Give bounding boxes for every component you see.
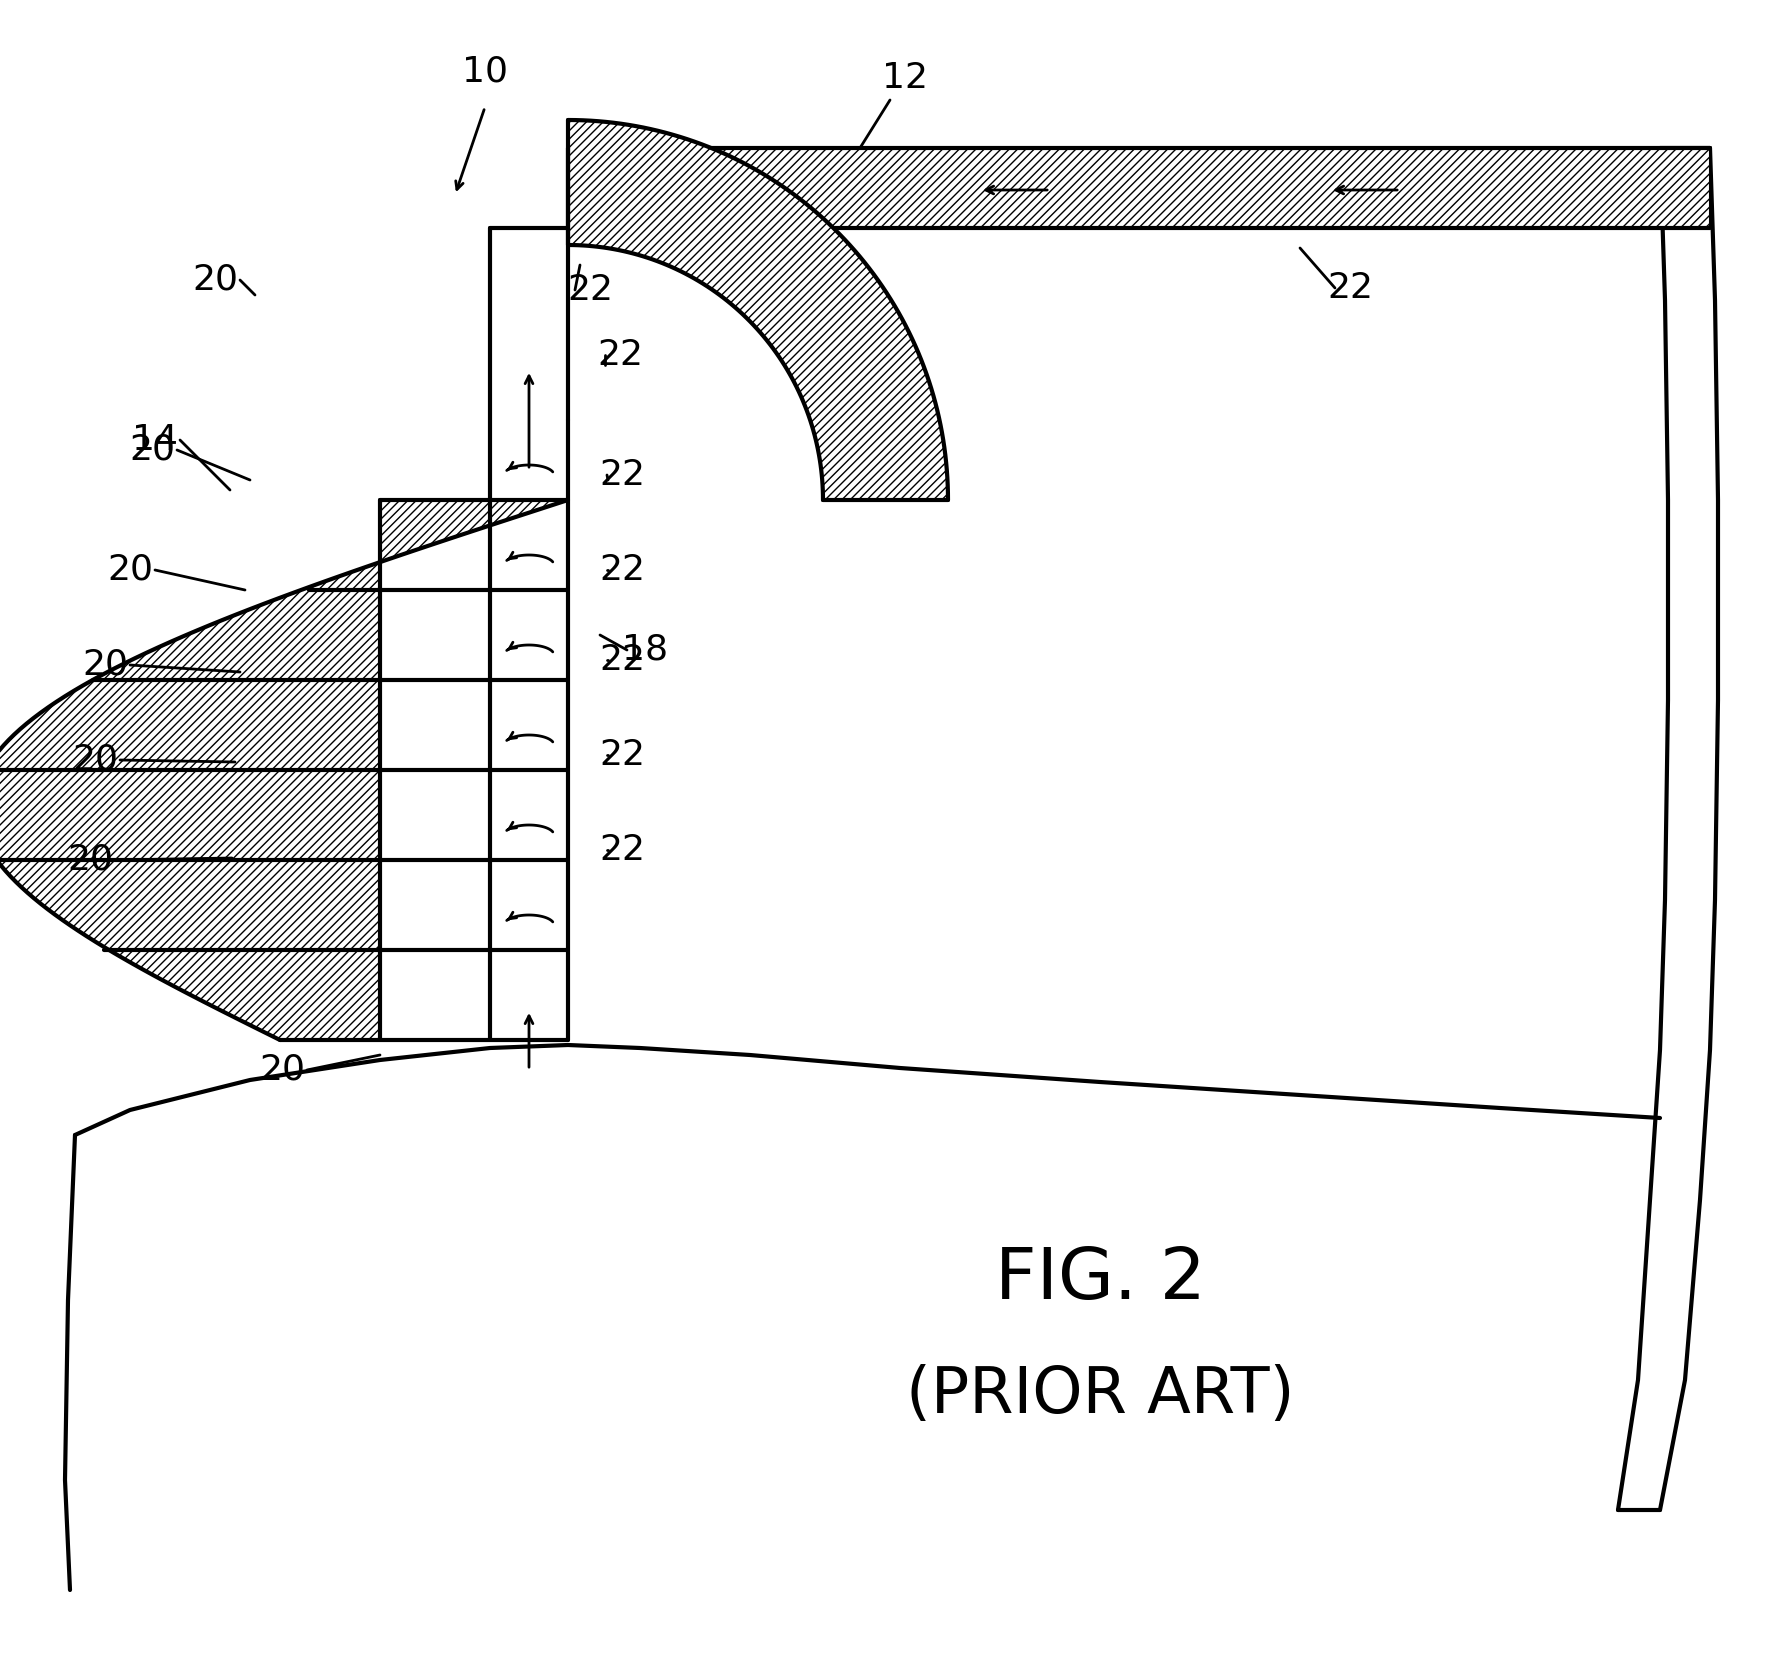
Text: 20: 20 <box>66 842 113 877</box>
Text: 12: 12 <box>882 61 927 94</box>
Text: 22: 22 <box>598 338 642 372</box>
Text: 10: 10 <box>462 55 508 89</box>
Text: 20: 20 <box>191 263 238 296</box>
Text: 20: 20 <box>107 553 152 588</box>
Text: 22: 22 <box>599 553 644 588</box>
Text: 20: 20 <box>129 434 175 467</box>
Text: 20: 20 <box>259 1053 304 1087</box>
Text: 14: 14 <box>132 424 177 457</box>
Text: 22: 22 <box>599 644 644 677</box>
Polygon shape <box>567 121 948 500</box>
Text: 22: 22 <box>599 458 644 492</box>
Text: 20: 20 <box>82 649 129 682</box>
Polygon shape <box>0 500 567 1039</box>
Text: 22: 22 <box>1326 271 1372 305</box>
Text: 22: 22 <box>599 738 644 771</box>
Text: 18: 18 <box>621 632 667 667</box>
Text: 22: 22 <box>567 273 612 306</box>
Text: 20: 20 <box>72 743 118 776</box>
Text: FIG. 2: FIG. 2 <box>995 1246 1204 1314</box>
Polygon shape <box>567 147 1708 228</box>
Text: (PRIOR ART): (PRIOR ART) <box>905 1364 1293 1427</box>
Text: 22: 22 <box>599 832 644 867</box>
